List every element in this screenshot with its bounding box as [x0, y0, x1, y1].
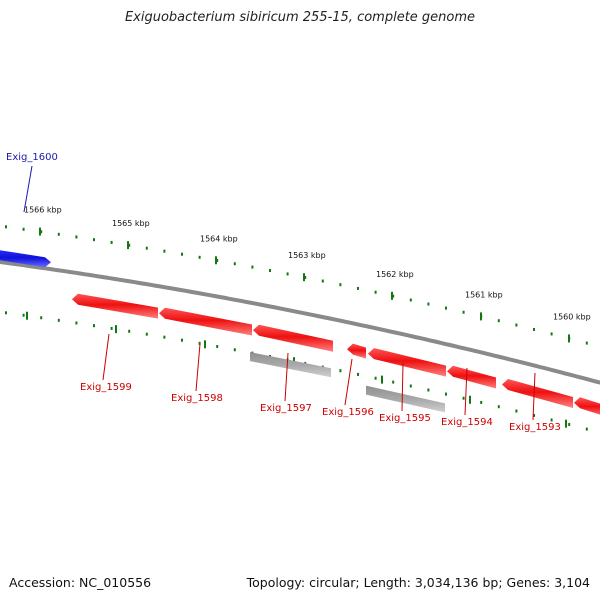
leader-exig-1597 — [284, 352, 289, 402]
reverse-gene-feature — [368, 348, 446, 377]
gene-label-exig-1596[interactable]: Exig_1596 — [322, 407, 374, 418]
gene-label-exig-1599[interactable]: Exig_1599 — [80, 382, 132, 393]
scale-label-1565-kbp: 1565 kbp — [112, 219, 150, 228]
gene-label-exig-1598[interactable]: Exig_1598 — [171, 393, 223, 404]
rna-feature — [250, 352, 331, 378]
reverse-gene-feature — [72, 293, 158, 319]
outer-tick-track — [5, 225, 588, 345]
leader-exig-1594 — [464, 367, 468, 416]
scale-label-1564-kbp: 1564 kbp — [200, 234, 238, 243]
reverse-gene-feature — [159, 307, 252, 336]
scale-label-1563-kbp: 1563 kbp — [288, 251, 326, 260]
gene-label-exig-1597[interactable]: Exig_1597 — [260, 403, 312, 414]
scale-label-1561-kbp: 1561 kbp — [465, 290, 503, 299]
genome-backbone — [0, 259, 600, 385]
genome-summary-text: Topology: circular; Length: 3,034,136 bp… — [246, 575, 590, 590]
gene-label-exig-1600[interactable]: Exig_1600 — [6, 152, 58, 163]
reverse-gene-feature — [447, 365, 496, 389]
leader-exig-1599 — [102, 333, 110, 381]
gene-label-exig-1593[interactable]: Exig_1593 — [509, 422, 561, 433]
gene-features — [0, 250, 600, 415]
forward-gene-feature — [0, 250, 51, 268]
scale-label-1566-kbp: 1566 kbp — [24, 206, 62, 215]
leader-exig-1598 — [195, 343, 201, 392]
leader-exig-1593 — [532, 372, 536, 421]
rna-feature — [366, 385, 445, 413]
gene-label-exig-1594[interactable]: Exig_1594 — [441, 417, 493, 428]
scale-label-1562-kbp: 1562 kbp — [376, 270, 414, 279]
gene-labels: Exig_1600 Exig_1599 Exig_1598 Exig_1597 Exig… — [6, 152, 561, 433]
reverse-gene-feature — [253, 324, 333, 352]
leader-exig-1595 — [401, 362, 404, 412]
accession-text: Accession: NC_010556 — [9, 575, 152, 590]
scale-label-1560-kbp: 1560 kbp — [553, 312, 591, 321]
reverse-gene-feature — [347, 343, 366, 359]
map-title: Exiguobacterium sibiricum 255-15, comple… — [124, 10, 476, 25]
label-leaders — [23, 165, 536, 421]
leader-exig-1600 — [23, 165, 33, 213]
leader-exig-1596 — [344, 358, 353, 406]
reverse-gene-feature — [502, 379, 573, 408]
reverse-gene-feature — [574, 397, 600, 415]
scale-labels: 1566 kbp 1565 kbp 1564 kbp 1563 kbp 1562 kbp… — [24, 206, 591, 322]
gene-label-exig-1595[interactable]: Exig_1595 — [379, 413, 431, 424]
